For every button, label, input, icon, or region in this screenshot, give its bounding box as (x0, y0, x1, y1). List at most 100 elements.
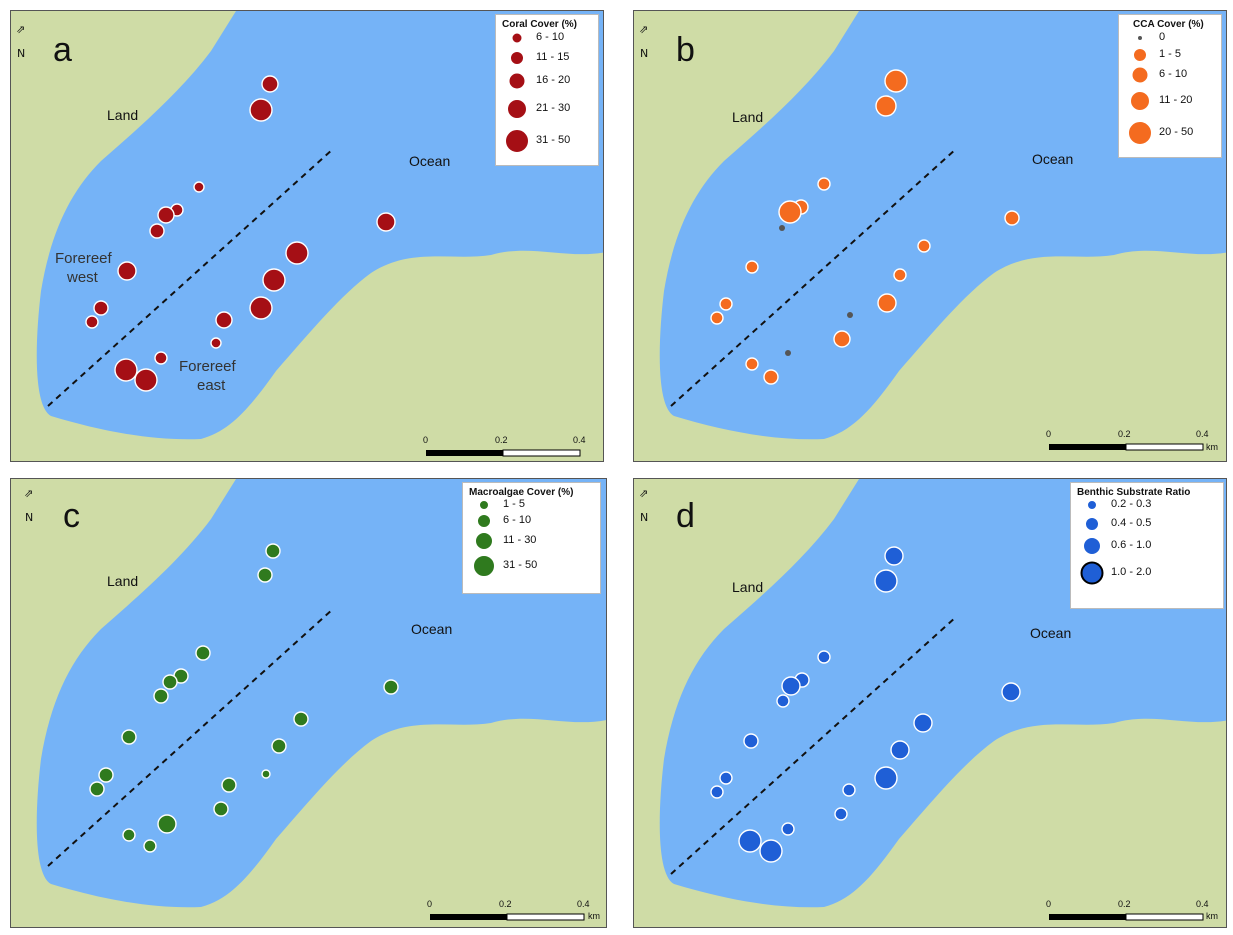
site-marker (153, 688, 169, 704)
forereef-west-label: Forereef west (55, 250, 112, 286)
scale-bar-b (1049, 443, 1204, 451)
site-marker (261, 75, 279, 93)
site-marker (763, 369, 779, 385)
legend-symbol (475, 532, 493, 550)
site-marker (157, 814, 177, 834)
legend-item-label: 6 - 10 (503, 514, 532, 526)
site-marker (913, 713, 933, 733)
site-marker (162, 674, 178, 690)
legend-c: Macroalgae Cover (%) 1 - 5 6 - 10 11 - 30 3… (462, 482, 601, 594)
map-panel-b: b ⇗ N Land Ocean CCA Cover (%) 0 1 - 5 6 -… (633, 10, 1227, 462)
north-arrow-icon: ⇗ (639, 23, 649, 36)
map-base-b (659, 11, 1226, 451)
reef-divider-line (670, 616, 957, 875)
site-marker (89, 781, 105, 797)
site-marker (1001, 682, 1021, 702)
site-marker (143, 839, 157, 853)
legend-symbol (1131, 66, 1149, 84)
panel-letter-b: b (676, 31, 695, 69)
legend-symbol (1080, 561, 1104, 585)
site-marker (710, 311, 724, 325)
site-marker (383, 679, 399, 695)
site-marker (817, 177, 831, 191)
scale-tick-02: 0.2 (1118, 429, 1131, 439)
scale-tick-02: 0.2 (495, 435, 508, 445)
ocean-label-c: Ocean (411, 621, 453, 637)
legend-symbol (1133, 48, 1147, 62)
site-marker (215, 311, 233, 329)
legend-item-label: 1.0 - 2.0 (1111, 566, 1152, 578)
legend-symbol (477, 514, 491, 528)
legend-item-label: 11 - 30 (503, 534, 537, 546)
panel-letter-a: a (53, 31, 72, 69)
scale-bar-c (430, 913, 585, 921)
site-marker (210, 337, 222, 349)
legend-item-label: 16 - 20 (536, 74, 571, 86)
site-marker (285, 241, 309, 265)
site-marker (157, 206, 175, 224)
scale-tick-0: 0 (423, 435, 429, 445)
scale-tick-0: 0 (427, 899, 433, 909)
north-arrow-icon: ⇗ (639, 487, 649, 500)
legend-item-label: 21 - 30 (536, 102, 571, 114)
ocean-area (659, 11, 1226, 440)
site-marker (778, 200, 802, 224)
legend-item-label: 0.2 - 0.3 (1111, 498, 1152, 510)
legend-item-label: 11 - 15 (536, 51, 570, 63)
site-marker (890, 740, 910, 760)
legend-symbol (511, 32, 523, 44)
north-letter: N (640, 47, 649, 60)
scale-tick-02: 0.2 (1118, 899, 1131, 909)
legend-item-label: 31 - 50 (503, 559, 538, 571)
site-marker (719, 297, 733, 311)
legend-title-b: CCA Cover (%) (1133, 19, 1204, 30)
scale-unit: km (1206, 911, 1218, 921)
legend-symbol (505, 129, 529, 153)
legend-symbol (1128, 121, 1152, 145)
scale-tick-0: 0 (1046, 429, 1052, 439)
legend-symbol (1087, 500, 1097, 510)
north-letter: N (640, 511, 649, 524)
legend-item-label: 0 (1159, 31, 1166, 43)
legend-symbol (473, 555, 495, 577)
site-marker (98, 767, 114, 783)
site-marker (122, 828, 136, 842)
scale-tick-04: 0.4 (1196, 899, 1209, 909)
scale-bar-a (426, 449, 581, 457)
legend-item-label: 1 - 5 (1159, 48, 1182, 60)
legend-symbol (1085, 517, 1099, 531)
markers-c (89, 543, 399, 853)
markers-a (85, 75, 396, 392)
map-panel-d: d ⇗ N Land Ocean Benthic Substrate Ratio… (633, 478, 1227, 928)
site-marker (195, 645, 211, 661)
legend-symbol (510, 51, 524, 65)
site-marker (134, 368, 158, 392)
panel-letter-c: c (63, 497, 80, 535)
site-marker (759, 839, 783, 863)
ocean-label-d: Ocean (1030, 625, 1072, 641)
legend-a: Coral Cover (%) 6 - 10 11 - 15 16 - 20 21 -… (495, 14, 599, 166)
legend-item-label: 20 - 50 (1159, 126, 1194, 138)
panel-letter-d: d (676, 497, 695, 535)
site-marker (834, 807, 848, 821)
site-marker (85, 315, 99, 329)
land-label-c: Land (107, 573, 139, 589)
markers-d (710, 546, 1021, 863)
map-panel-a: a ⇗ N Land Ocean Forereef west Forereef ea… (10, 10, 604, 462)
site-marker (1004, 210, 1020, 226)
scale-tick-02: 0.2 (499, 899, 512, 909)
site-marker (893, 268, 907, 282)
site-marker (738, 829, 762, 853)
site-marker (293, 711, 309, 727)
site-marker (149, 223, 165, 239)
ocean-label-a: Ocean (409, 153, 451, 169)
site-marker (776, 694, 790, 708)
map-panel-c: c ⇗ N Land Ocean Macroalgae Cover (%) 1 … (10, 478, 607, 928)
legend-symbol (479, 500, 489, 510)
legend-symbol (1137, 35, 1143, 41)
north-letter: N (25, 511, 34, 524)
site-marker (842, 783, 856, 797)
site-marker (221, 777, 237, 793)
site-marker (261, 769, 271, 779)
site-marker (193, 181, 205, 193)
